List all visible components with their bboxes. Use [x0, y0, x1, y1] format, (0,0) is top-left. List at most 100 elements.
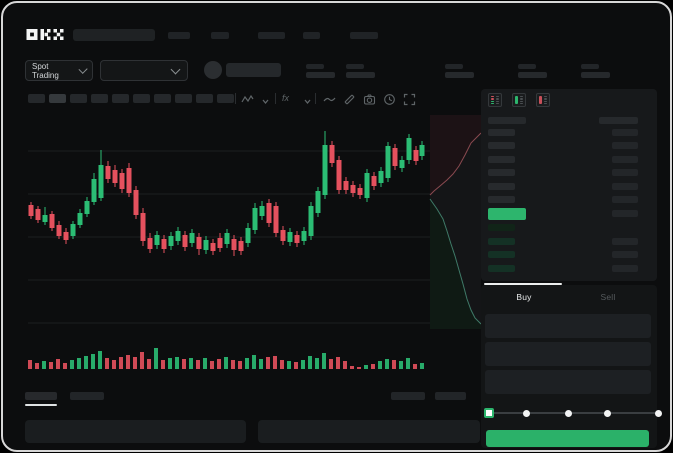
bid-price-placeholder[interactable]	[488, 251, 515, 258]
line-style-icon[interactable]	[323, 93, 336, 106]
candle-body	[84, 201, 90, 214]
volume-bar	[42, 361, 46, 369]
nav-item-placeholder[interactable]	[168, 32, 190, 39]
interval-button-placeholder[interactable]	[112, 94, 129, 103]
volume-bar	[364, 365, 368, 369]
ask-price-placeholder[interactable]	[488, 169, 515, 176]
ask-price-placeholder[interactable]	[488, 129, 515, 136]
fx-indicators-icon[interactable]: fx	[282, 93, 290, 103]
volume-bar	[203, 358, 207, 369]
fullscreen-icon[interactable]	[403, 93, 416, 106]
interval-button-placeholder[interactable]	[196, 94, 213, 103]
ask-price-placeholder[interactable]	[488, 156, 515, 163]
volume-bar	[413, 364, 417, 369]
camera-icon[interactable]	[363, 93, 376, 106]
buy-submit-button[interactable]	[486, 430, 649, 447]
volume-bar	[245, 358, 249, 369]
candle-body	[294, 235, 300, 243]
nav-item-placeholder[interactable]	[258, 32, 285, 39]
slider-stop[interactable]	[522, 409, 530, 417]
nav-item-placeholder[interactable]	[350, 32, 378, 39]
depth-ask-line	[429, 132, 482, 196]
amount-slider-track[interactable]	[489, 412, 658, 414]
interval-button-placeholder[interactable]	[175, 94, 192, 103]
candle-body	[91, 179, 97, 202]
ask-price-placeholder[interactable]	[488, 196, 515, 203]
volume-bar	[70, 360, 74, 369]
last-price-highlight[interactable]	[488, 208, 526, 220]
candle-body	[413, 150, 419, 161]
nav-item-placeholder[interactable]	[211, 32, 229, 39]
ruler-icon[interactable]	[343, 93, 356, 106]
orders-tab-placeholder[interactable]	[25, 392, 57, 400]
candle-body	[56, 225, 62, 236]
volume-bar	[259, 359, 263, 369]
interval-button-placeholder[interactable]	[217, 94, 234, 103]
order-input-placeholder[interactable]	[485, 370, 651, 394]
volume-bar	[357, 367, 361, 369]
chevron-down-icon[interactable]	[301, 95, 314, 108]
pair-selector-dropdown[interactable]	[100, 60, 188, 81]
candle-body	[140, 213, 146, 241]
bid-amount-placeholder	[612, 251, 638, 258]
interval-button-placeholder[interactable]	[154, 94, 171, 103]
candlestick-chart[interactable]	[3, 3, 672, 452]
volume-bar	[308, 356, 312, 369]
slider-handle[interactable]	[484, 408, 494, 418]
orders-tab-placeholder[interactable]	[70, 392, 104, 400]
candle-body	[419, 145, 425, 156]
volume-bar	[385, 359, 389, 369]
interval-button-placeholder[interactable]	[133, 94, 150, 103]
bid-price-placeholder[interactable]	[488, 224, 515, 231]
candle-body	[203, 240, 209, 250]
ask-price-placeholder[interactable]	[488, 183, 515, 190]
bid-amount-placeholder	[612, 238, 638, 245]
candle-body	[28, 205, 34, 216]
tab-buy[interactable]: Buy	[516, 292, 532, 302]
okx-logo	[26, 29, 64, 40]
volume-bar	[175, 357, 179, 369]
book-layout-asks-icon[interactable]	[536, 93, 550, 107]
orders-filter-placeholder[interactable]	[391, 392, 425, 400]
market-type-dropdown[interactable]: Spot Trading	[25, 60, 93, 81]
volume-bar	[168, 358, 172, 369]
book-layout-both-icon[interactable]	[488, 93, 502, 107]
candle-body	[371, 176, 377, 186]
ask-amount-placeholder	[612, 156, 638, 163]
candle-body	[336, 160, 342, 190]
orders-filter-placeholder[interactable]	[435, 392, 466, 400]
slider-stop[interactable]	[564, 409, 572, 417]
candle-body	[259, 206, 265, 216]
order-input-placeholder[interactable]	[485, 314, 651, 338]
bid-price-placeholder[interactable]	[488, 238, 515, 245]
interval-button-placeholder[interactable]	[28, 94, 45, 103]
zigzag-indicator-icon[interactable]	[241, 93, 254, 106]
bid-price-placeholder[interactable]	[488, 265, 515, 272]
interval-button-placeholder[interactable]	[91, 94, 108, 103]
coin-avatar	[204, 61, 222, 79]
interval-button-placeholder[interactable]	[70, 94, 87, 103]
volume-bar	[238, 361, 242, 369]
stat-value-placeholder	[346, 72, 375, 78]
ask-amount-placeholder	[612, 183, 638, 190]
order-input-placeholder[interactable]	[485, 342, 651, 366]
candle-body	[182, 235, 188, 247]
nav-item-placeholder[interactable]	[303, 32, 320, 39]
history-clock-icon[interactable]	[383, 93, 396, 106]
volume-bar	[126, 355, 130, 369]
stat-value-placeholder	[581, 72, 610, 78]
volume-bar	[119, 357, 123, 369]
chevron-down-icon[interactable]	[259, 95, 272, 108]
candle-body	[252, 208, 258, 230]
candle-body	[406, 138, 412, 160]
slider-stop[interactable]	[603, 409, 611, 417]
book-layout-bids-icon[interactable]	[512, 93, 526, 107]
tab-sell[interactable]: Sell	[600, 292, 616, 302]
slider-stop[interactable]	[654, 409, 662, 417]
interval-button-placeholder[interactable]	[49, 94, 66, 103]
search-bar[interactable]	[73, 29, 155, 41]
ask-price-placeholder[interactable]	[488, 142, 515, 149]
volume-bar	[98, 351, 102, 369]
